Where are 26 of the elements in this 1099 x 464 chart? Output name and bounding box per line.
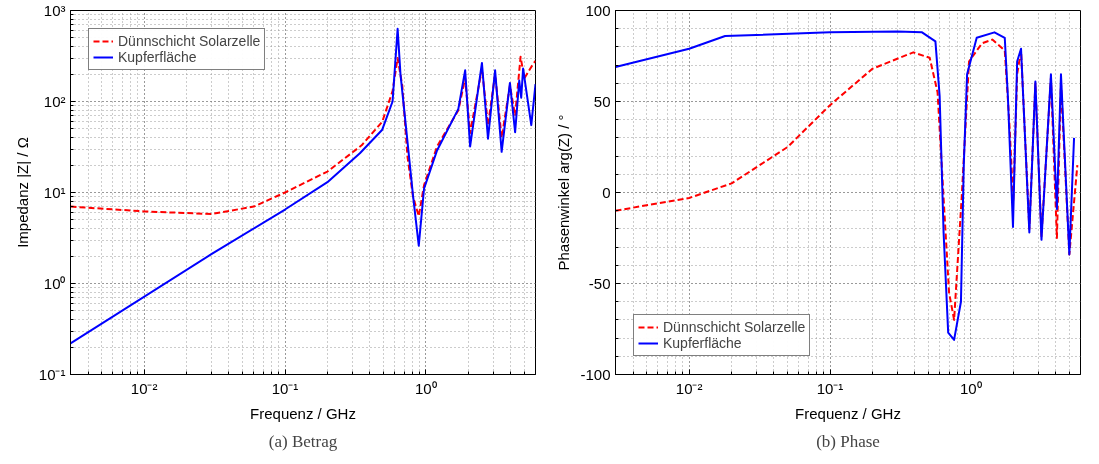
x-axis-title: Frequenz / GHz <box>795 404 901 422</box>
y-tick-label: 50 <box>593 92 611 110</box>
y-tick-label: 100 <box>585 1 611 19</box>
x-tick-label: 10⁰ <box>960 379 982 397</box>
y-tick-label: 10¹ <box>43 184 66 201</box>
x-tick-label: 10⁰ <box>415 379 437 397</box>
text: (b) Phase <box>816 431 880 451</box>
y-tick-label: 10⁻¹ <box>38 366 66 383</box>
x-axis-title: Frequenz / GHz <box>250 404 356 422</box>
y-tick-label: 10⁰ <box>43 275 66 292</box>
x-tick-label: 10⁻² <box>675 379 703 397</box>
legend-label: Dünnschicht Solarzelle <box>118 33 261 49</box>
y-tick-label: 0 <box>602 183 611 201</box>
y-axis-title: Impedanz |Z| / Ω <box>13 137 31 248</box>
legend-label: Dünnschicht Solarzelle <box>663 319 806 335</box>
x-tick-label: 10⁻² <box>130 379 158 397</box>
x-tick-label: 10⁻¹ <box>271 379 299 397</box>
legend-label: Kupferfläche <box>663 335 742 351</box>
y-tick-label: 10³ <box>43 2 66 19</box>
y-tick-label: 10² <box>43 93 66 110</box>
y-tick-label: -100 <box>580 365 611 383</box>
y-tick-label: -50 <box>588 274 611 292</box>
text: (a) Betrag <box>268 431 338 451</box>
x-tick-label: 10⁻¹ <box>816 379 844 397</box>
y-axis-title: Phasenwinkel arg(Z) / ° <box>555 114 573 271</box>
legend-label: Kupferfläche <box>118 49 197 65</box>
